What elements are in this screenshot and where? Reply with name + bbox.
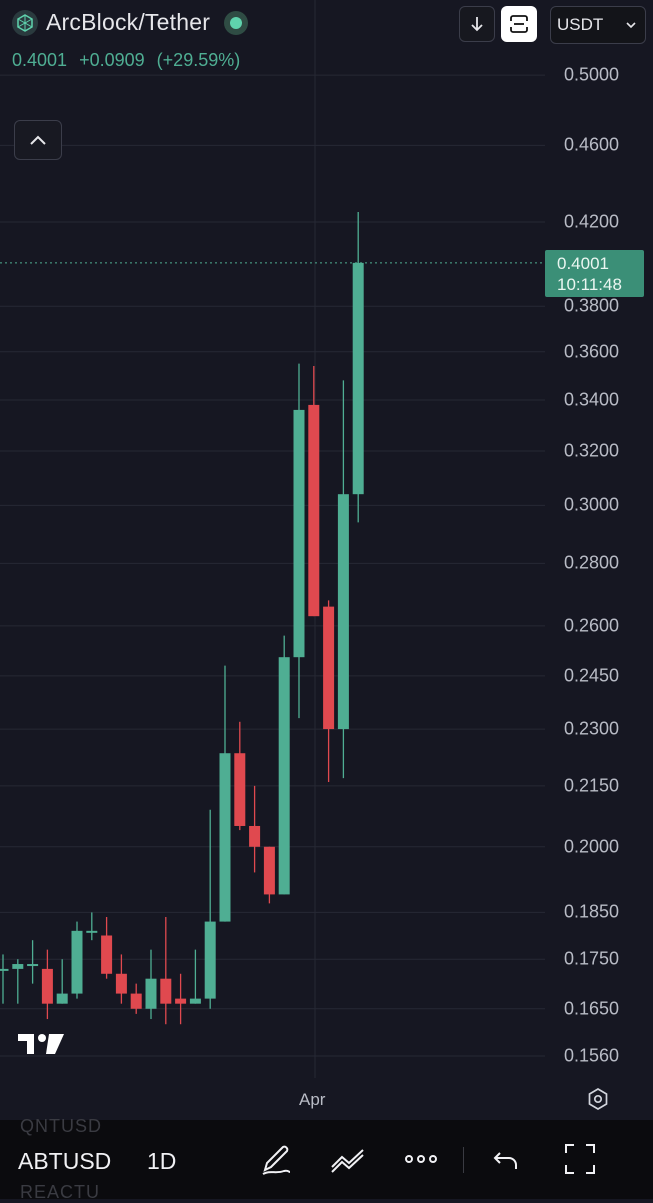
candle-up bbox=[204, 921, 216, 999]
fit-screen-button[interactable] bbox=[501, 6, 537, 42]
more-icon bbox=[405, 1155, 437, 1163]
last-price: 0.4001 bbox=[12, 50, 68, 70]
price-axis-label: 0.3200 bbox=[563, 440, 619, 461]
currency-value: USDT bbox=[557, 15, 604, 34]
price-axis-label: 0.1750 bbox=[563, 948, 619, 969]
price-chart[interactable]: 0.5000 0.4600 0.4200 0.3800 0.3600 0.3400 0.32… bbox=[0, 0, 653, 1120]
candle-up bbox=[293, 409, 305, 658]
price-change-percent: (+29.59%) bbox=[156, 50, 241, 70]
prev-symbol-hint[interactable]: QNTUSD bbox=[20, 1116, 102, 1136]
fullscreen-button[interactable] bbox=[562, 1141, 598, 1177]
next-symbol-hint[interactable]: REACTU bbox=[20, 1182, 101, 1202]
pen-icon bbox=[262, 1145, 291, 1175]
interval-selector[interactable]: 1D bbox=[147, 1148, 177, 1174]
candle-down bbox=[41, 968, 53, 1004]
fullscreen-icon bbox=[565, 1144, 595, 1174]
candle-down bbox=[130, 993, 142, 1009]
candle-down bbox=[249, 825, 261, 847]
chevron-down-icon bbox=[626, 22, 636, 29]
live-dot-icon bbox=[224, 10, 249, 35]
price-axis-label: 0.2600 bbox=[563, 615, 619, 636]
undo-icon bbox=[493, 1152, 517, 1169]
time-axis-label: Apr bbox=[299, 1090, 326, 1109]
candle-down bbox=[263, 846, 275, 895]
line-tools-button[interactable] bbox=[329, 1141, 367, 1177]
scroll-down-button[interactable] bbox=[459, 6, 495, 42]
candlestick-chart[interactable] bbox=[0, 0, 653, 1120]
price-axis-label: 0.2150 bbox=[563, 775, 619, 796]
fit-screen-icon bbox=[510, 15, 528, 33]
price-axis-label: 0.1560 bbox=[563, 1045, 619, 1066]
line-tools-icon bbox=[331, 1149, 364, 1173]
candle-up bbox=[56, 993, 68, 1004]
currency-select[interactable]: USDT bbox=[550, 6, 646, 44]
candle-down bbox=[175, 998, 187, 1004]
price-axis-label: 0.3000 bbox=[563, 494, 619, 515]
price-axis-label: 0.2300 bbox=[563, 718, 619, 739]
price-axis-label: 0.2450 bbox=[563, 665, 619, 686]
candle-up bbox=[86, 930, 98, 933]
current-price-value: 0.4001 bbox=[557, 254, 609, 273]
candle-up bbox=[219, 753, 231, 922]
current-price-tag: 0.4001 10:11:48 bbox=[545, 250, 644, 297]
candle-up bbox=[0, 968, 9, 971]
candle-up bbox=[145, 978, 157, 1009]
price-axis-label: 0.3800 bbox=[563, 295, 619, 316]
price-axis-label: 0.4200 bbox=[563, 211, 619, 232]
coin-icon bbox=[12, 9, 38, 36]
price-axis-label: 0.1850 bbox=[563, 901, 619, 922]
candle-up bbox=[337, 494, 349, 730]
candle-down bbox=[234, 753, 246, 826]
candle-down bbox=[101, 935, 113, 974]
price-change: +0.0909 bbox=[79, 50, 145, 70]
chart-header: ArcBlock/Tether 0.4001 +0.0909 (+29.59%)… bbox=[0, 0, 653, 160]
candle-up bbox=[189, 998, 201, 1004]
price-axis-label: 0.3400 bbox=[563, 389, 619, 410]
pair-row: ArcBlock/Tether bbox=[12, 9, 249, 36]
price-axis-label: 0.3600 bbox=[563, 341, 619, 362]
price-axis-label: 0.4600 bbox=[563, 134, 619, 155]
symbol-selector[interactable]: ABTUSD bbox=[18, 1148, 112, 1174]
candle-down bbox=[323, 606, 335, 730]
undo-button[interactable] bbox=[491, 1141, 523, 1177]
bottom-toolbar: QNTUSD REACTU bbox=[0, 1116, 653, 1202]
candle-up bbox=[352, 262, 364, 495]
pair-title: ArcBlock/Tether bbox=[46, 9, 211, 35]
collapse-legend-button[interactable] bbox=[14, 120, 62, 160]
settings-icon[interactable] bbox=[586, 1087, 610, 1116]
toolbar-divider bbox=[463, 1147, 464, 1173]
candle-up bbox=[278, 657, 290, 895]
drawing-pen-button[interactable] bbox=[258, 1141, 294, 1177]
candle-down bbox=[308, 404, 320, 617]
price-axis-label: 0.1650 bbox=[563, 998, 619, 1019]
price-axis-label: 0.5000 bbox=[563, 64, 619, 85]
candle-down bbox=[160, 978, 172, 1004]
more-tools-button[interactable] bbox=[402, 1141, 440, 1177]
quote-row: 0.4001 +0.0909 (+29.59%) bbox=[12, 50, 247, 71]
price-axis-label: 0.2000 bbox=[563, 836, 619, 857]
candle-up bbox=[71, 930, 83, 994]
price-axis-label: 0.2800 bbox=[563, 552, 619, 573]
candle-up bbox=[27, 964, 39, 967]
arrow-down-icon bbox=[471, 17, 483, 32]
candle-down bbox=[115, 973, 127, 994]
candle-countdown: 10:11:48 bbox=[557, 275, 622, 294]
chevron-up-icon bbox=[30, 135, 46, 145]
candle-up bbox=[12, 964, 24, 969]
tradingview-logo[interactable] bbox=[18, 1032, 64, 1061]
